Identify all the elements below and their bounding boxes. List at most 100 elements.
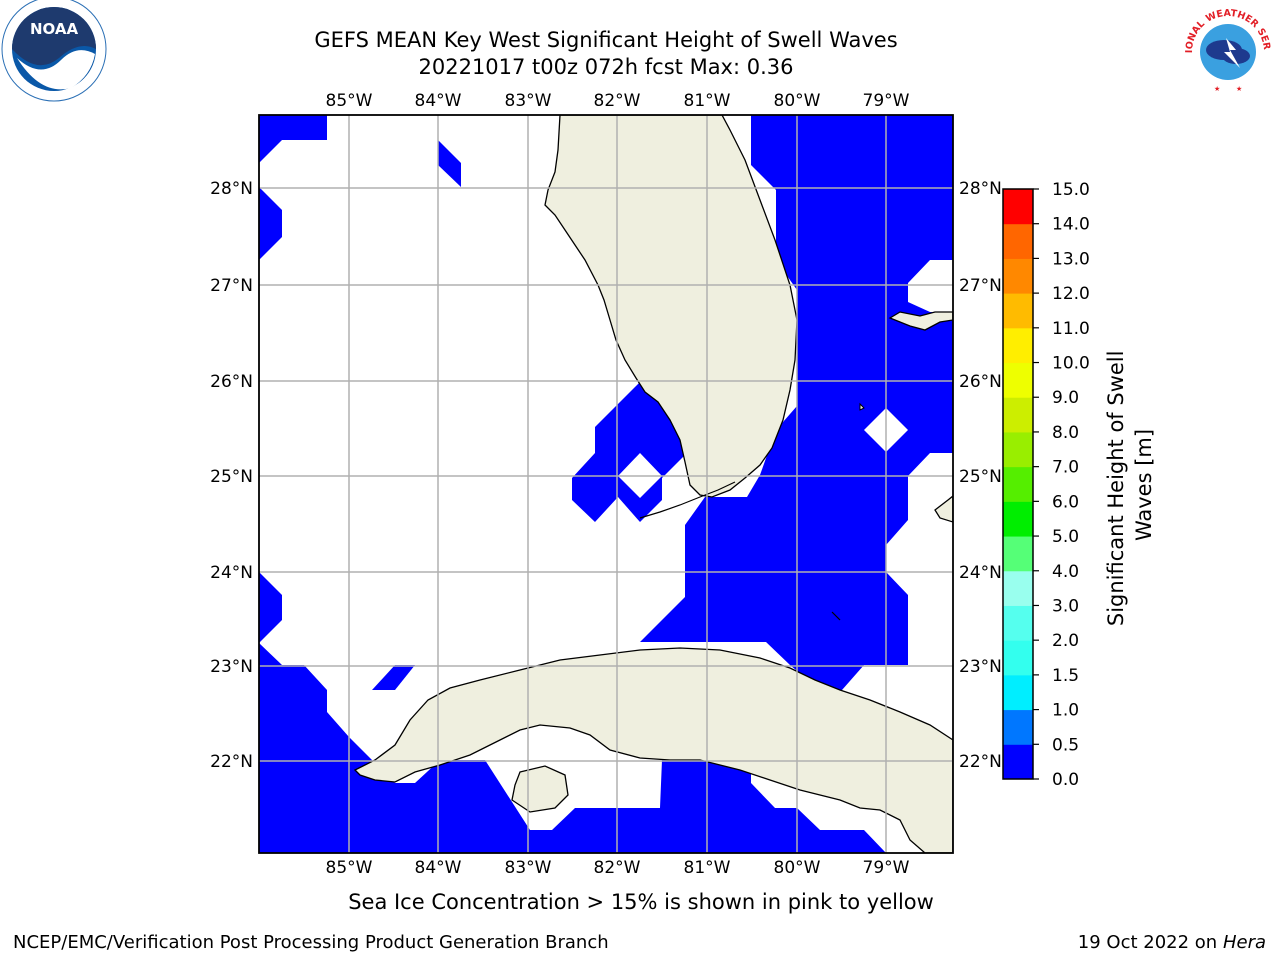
colorbar-tick-label: 8.0 xyxy=(1052,423,1079,443)
lat-labels-left: 28°N 27°N 26°N 25°N 24°N 23°N 22°N xyxy=(210,179,253,772)
colorbar-tick-label: 6.0 xyxy=(1052,492,1079,512)
colorbar-tick-label: 0.5 xyxy=(1052,735,1079,755)
colorbar-segment xyxy=(1003,327,1033,364)
colorbar-segment xyxy=(1003,431,1033,468)
lat-label: 24°N xyxy=(210,563,253,583)
swell-west-2 xyxy=(259,572,282,643)
colorbar-segment xyxy=(1003,189,1033,225)
colorbar-tick-label: 12.0 xyxy=(1052,284,1090,304)
map-panel xyxy=(259,115,953,853)
lon-label: 80°W xyxy=(774,858,821,878)
lat-label: 22°N xyxy=(210,752,253,772)
run-date: 19 Oct 2022 on xyxy=(1077,932,1223,953)
noaa-logo: NOAA xyxy=(1,0,107,102)
colorbar-segment xyxy=(1003,640,1033,676)
lat-label: 25°N xyxy=(959,467,1002,487)
land-cay-1 xyxy=(859,402,865,411)
colorbar-frame xyxy=(1002,188,1034,780)
colorbar-segment xyxy=(1003,293,1033,329)
colorbar-label: Significant Height of Swell Waves [m] xyxy=(1104,344,1156,626)
lon-label: 82°W xyxy=(594,91,641,111)
swell-nw-strip xyxy=(438,140,461,187)
colorbar-tick-label: 4.0 xyxy=(1052,562,1079,582)
colorbar-tick-label: 5.0 xyxy=(1052,527,1079,547)
lon-label: 85°W xyxy=(326,858,373,878)
land-cay-2 xyxy=(831,611,841,621)
colorbar-segment xyxy=(1003,258,1033,294)
land-masses xyxy=(353,115,953,853)
swell-strip-2 xyxy=(372,665,415,690)
land-cuba xyxy=(353,647,953,853)
lon-label: 84°W xyxy=(415,91,462,111)
map-title: GEFS MEAN Key West Significant Height of… xyxy=(314,28,898,52)
sea-ice-note: Sea Ice Concentration > 15% is shown in … xyxy=(348,890,934,914)
colorbar-tick-label: 14.0 xyxy=(1052,215,1090,235)
lon-label: 79°W xyxy=(863,858,910,878)
lon-label: 83°W xyxy=(505,91,552,111)
lon-label: 82°W xyxy=(594,858,641,878)
colorbar-tick-label: 10.0 xyxy=(1052,354,1090,374)
lat-label: 27°N xyxy=(959,276,1002,296)
lon-label: 83°W xyxy=(505,858,552,878)
land-bahamas-2 xyxy=(934,495,953,523)
svg-text:★: ★ xyxy=(1236,85,1242,93)
lat-label: 24°N xyxy=(959,563,1002,583)
lat-label: 22°N xyxy=(959,752,1002,772)
colorbar-segment xyxy=(1003,223,1033,259)
land-isle-of-youth xyxy=(511,765,569,813)
colorbar-tick-label: 9.0 xyxy=(1052,388,1079,408)
colorbar-segment xyxy=(1003,605,1033,641)
lon-label: 85°W xyxy=(326,91,373,111)
swell-sw xyxy=(259,643,886,853)
lat-label: 23°N xyxy=(210,657,253,677)
lat-labels-right: 28°N 27°N 26°N 25°N 24°N 23°N 22°N xyxy=(959,179,1002,772)
colorbar: 0.0 0.5 1.0 1.5 2.0 3.0 4.0 5.0 6.0 7.0 8.0 9.0 10.0… xyxy=(1002,180,1090,790)
colorbar-tick-label: 3.0 xyxy=(1052,596,1079,616)
run-host: Hera xyxy=(1222,932,1266,953)
colorbar-tick-label: 7.0 xyxy=(1052,458,1079,478)
swell-blob-1 xyxy=(572,382,685,522)
colorbar-tick-label: 2.0 xyxy=(1052,631,1079,651)
colorbar-segment xyxy=(1003,536,1033,572)
svg-text:★: ★ xyxy=(1214,85,1220,93)
colorbar-segment xyxy=(1003,570,1033,606)
lon-label: 79°W xyxy=(863,91,910,111)
lat-label: 26°N xyxy=(959,372,1002,392)
colorbar-tick-label: 13.0 xyxy=(1052,249,1090,269)
land-florida-keys xyxy=(639,481,736,519)
lon-label: 84°W xyxy=(415,858,462,878)
map-subtitle: 20221017 t00z 072h fcst Max: 0.36 xyxy=(418,55,794,79)
lat-label: 28°N xyxy=(959,179,1002,199)
colorbar-tick-label: 15.0 xyxy=(1052,180,1090,200)
colorbar-tick-label: 1.0 xyxy=(1052,701,1079,721)
lat-label: 27°N xyxy=(210,276,253,296)
lat-label: 26°N xyxy=(210,372,253,392)
lon-label: 81°W xyxy=(684,91,731,111)
land-bahamas-1 xyxy=(888,311,953,331)
colorbar-segment xyxy=(1003,674,1033,711)
noaa-logo-text: NOAA xyxy=(30,20,79,38)
colorbar-segment xyxy=(1003,397,1033,433)
producer-credit: NCEP/EMC/Verification Post Processing Pr… xyxy=(13,932,609,953)
lon-label: 81°W xyxy=(684,858,731,878)
swell-nw-corner xyxy=(259,115,327,163)
colorbar-tick-label: 1.5 xyxy=(1052,666,1079,686)
colorbar-tick-label: 0.0 xyxy=(1052,770,1079,790)
nws-logo: NATIONAL WEATHER SERVICE ★ ★ xyxy=(1178,0,1276,96)
colorbar-segment xyxy=(1003,362,1033,398)
land-florida xyxy=(544,115,798,498)
lat-label: 23°N xyxy=(959,657,1002,677)
colorbar-segment xyxy=(1003,501,1033,537)
colorbar-segment xyxy=(1003,744,1033,780)
run-info: 19 Oct 2022 on Hera xyxy=(1078,932,1266,953)
map-frame xyxy=(258,114,954,854)
colorbar-segment xyxy=(1003,709,1033,745)
swell-area-east xyxy=(640,115,953,690)
colorbar-segment xyxy=(1003,466,1033,502)
lat-label: 28°N xyxy=(210,179,253,199)
colorbar-tick-label: 11.0 xyxy=(1052,319,1090,339)
lon-label: 80°W xyxy=(774,91,821,111)
gridlines xyxy=(259,115,953,853)
lon-labels-bottom: 85°W 84°W 83°W 82°W 81°W 80°W 79°W xyxy=(326,858,910,878)
